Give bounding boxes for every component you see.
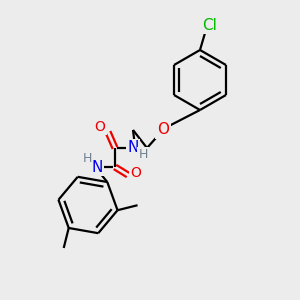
Text: O: O: [130, 166, 141, 180]
Text: N: N: [127, 140, 139, 155]
Text: O: O: [157, 122, 169, 137]
Text: N: N: [91, 160, 103, 175]
Text: Cl: Cl: [202, 17, 217, 32]
Text: H: H: [82, 152, 92, 166]
Text: O: O: [94, 120, 105, 134]
Text: H: H: [138, 148, 148, 161]
